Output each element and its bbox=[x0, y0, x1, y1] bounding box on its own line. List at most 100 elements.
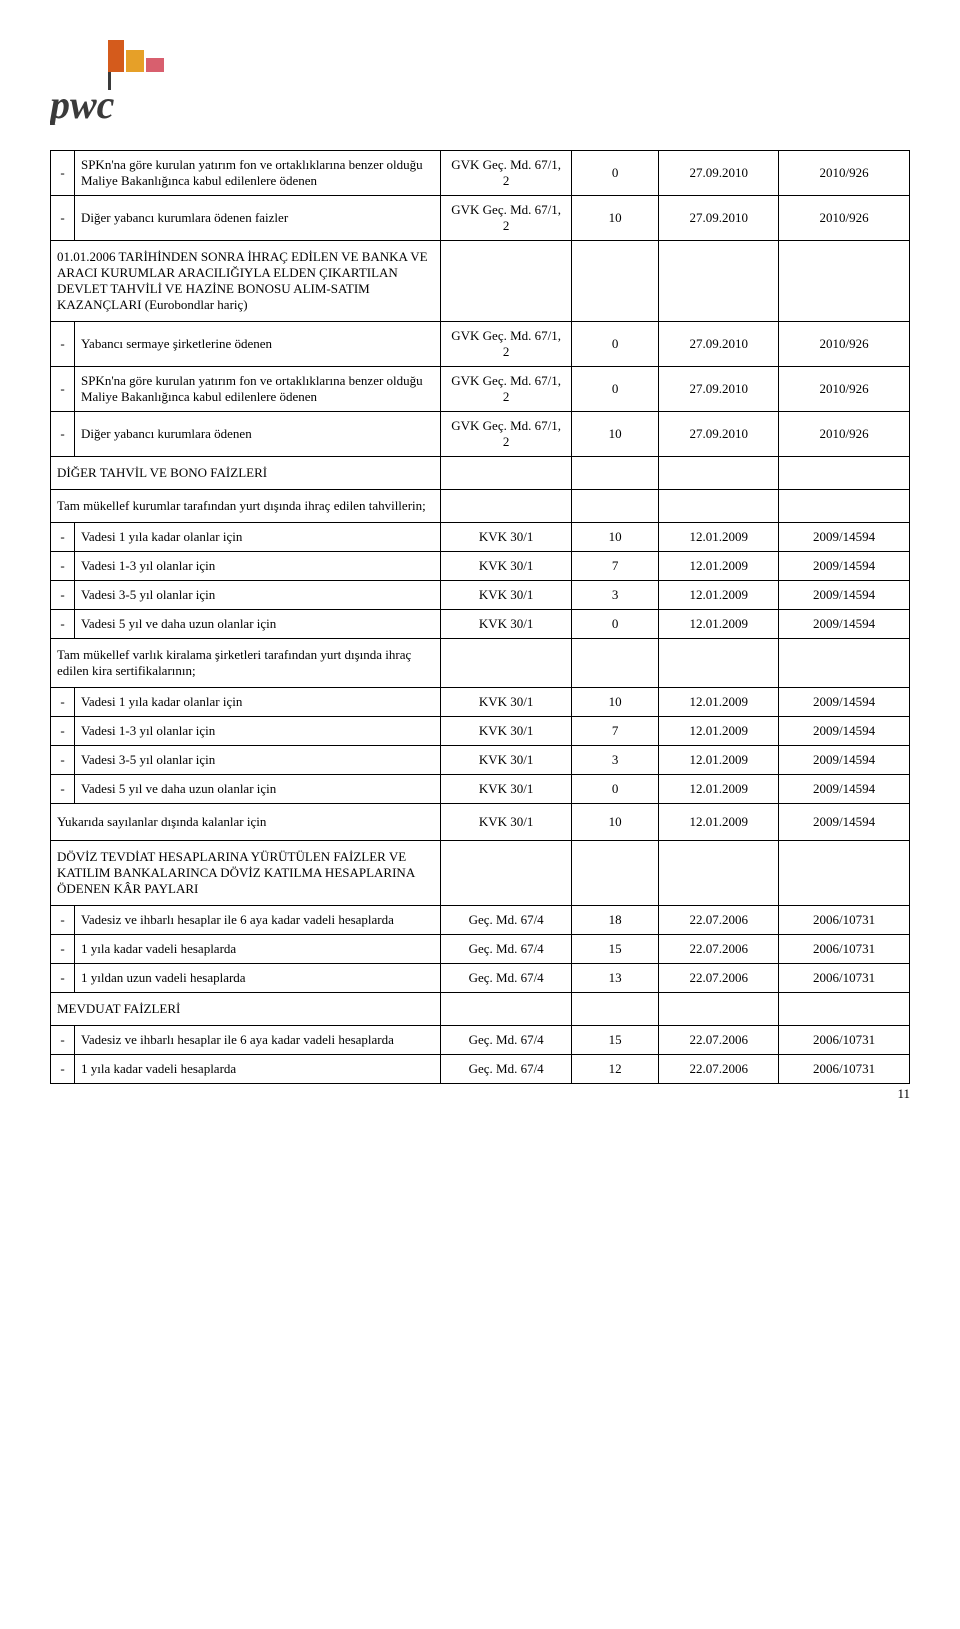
section-header-row: 01.01.2006 TARİHİNDEN SONRA İHRAÇ EDİLEN… bbox=[51, 241, 910, 322]
desc-cell: SPKn'na göre kurulan yatırım fon ve orta… bbox=[74, 367, 440, 412]
rate-cell: 3 bbox=[572, 746, 659, 775]
basis-cell: GVK Geç. Md. 67/1, 2 bbox=[441, 367, 572, 412]
ref-cell: 2006/10731 bbox=[779, 1026, 910, 1055]
ref-cell: 2006/10731 bbox=[779, 964, 910, 993]
ref-cell: 2006/10731 bbox=[779, 1055, 910, 1084]
section-header-row: DÖVİZ TEVDİAT HESAPLARINA YÜRÜTÜLEN FAİZ… bbox=[51, 841, 910, 906]
desc-cell: Vadesi 1 yıla kadar olanlar için bbox=[74, 688, 440, 717]
desc-cell: Vadesiz ve ihbarlı hesaplar ile 6 aya ka… bbox=[74, 1026, 440, 1055]
table-row: - Vadesi 1 yıla kadar olanlar için KVK 3… bbox=[51, 688, 910, 717]
desc-cell: Vadesi 1 yıla kadar olanlar için bbox=[74, 523, 440, 552]
basis-cell: KVK 30/1 bbox=[441, 717, 572, 746]
rate-cell: 0 bbox=[572, 775, 659, 804]
date-cell: 12.01.2009 bbox=[659, 523, 779, 552]
dash-cell: - bbox=[51, 322, 75, 367]
document-page: pwc - SPKn'na göre kurulan yatırım fon v… bbox=[0, 0, 960, 1114]
dash-cell: - bbox=[51, 552, 75, 581]
date-cell: 22.07.2006 bbox=[659, 1055, 779, 1084]
date-cell: 27.09.2010 bbox=[659, 412, 779, 457]
date-cell: 12.01.2009 bbox=[659, 746, 779, 775]
date-cell: 22.07.2006 bbox=[659, 906, 779, 935]
rate-cell: 10 bbox=[572, 688, 659, 717]
date-cell: 22.07.2006 bbox=[659, 1026, 779, 1055]
table-row: - Diğer yabancı kurumlara ödenen GVK Geç… bbox=[51, 412, 910, 457]
dash-cell: - bbox=[51, 151, 75, 196]
desc-cell: Vadesi 5 yıl ve daha uzun olanlar için bbox=[74, 775, 440, 804]
dash-cell: - bbox=[51, 775, 75, 804]
section-header: DİĞER TAHVİL VE BONO FAİZLERİ bbox=[51, 457, 441, 490]
date-cell: 27.09.2010 bbox=[659, 196, 779, 241]
tax-rates-table: - SPKn'na göre kurulan yatırım fon ve or… bbox=[50, 150, 910, 1084]
table-row: - Vadesi 5 yıl ve daha uzun olanlar için… bbox=[51, 775, 910, 804]
rate-cell: 7 bbox=[572, 717, 659, 746]
basis-cell: GVK Geç. Md. 67/1, 2 bbox=[441, 151, 572, 196]
ref-cell: 2009/14594 bbox=[779, 688, 910, 717]
basis-cell: Geç. Md. 67/4 bbox=[441, 1026, 572, 1055]
basis-cell: KVK 30/1 bbox=[441, 775, 572, 804]
rate-cell: 0 bbox=[572, 610, 659, 639]
ref-cell: 2009/14594 bbox=[779, 523, 910, 552]
ref-cell: 2009/14594 bbox=[779, 775, 910, 804]
rate-cell: 10 bbox=[572, 196, 659, 241]
basis-cell: GVK Geç. Md. 67/1, 2 bbox=[441, 412, 572, 457]
dash-cell: - bbox=[51, 1026, 75, 1055]
rate-cell: 3 bbox=[572, 581, 659, 610]
rate-cell: 15 bbox=[572, 935, 659, 964]
desc-cell: 1 yıla kadar vadeli hesaplarda bbox=[74, 935, 440, 964]
desc-cell: 1 yıla kadar vadeli hesaplarda bbox=[74, 1055, 440, 1084]
rate-cell: 18 bbox=[572, 906, 659, 935]
table-row: - Vadesiz ve ihbarlı hesaplar ile 6 aya … bbox=[51, 906, 910, 935]
desc-cell: 1 yıldan uzun vadeli hesaplarda bbox=[74, 964, 440, 993]
desc-cell: Vadesi 3-5 yıl olanlar için bbox=[74, 746, 440, 775]
basis-cell: Geç. Md. 67/4 bbox=[441, 906, 572, 935]
dash-cell: - bbox=[51, 964, 75, 993]
section-header: DÖVİZ TEVDİAT HESAPLARINA YÜRÜTÜLEN FAİZ… bbox=[51, 841, 441, 906]
table-row: - 1 yıla kadar vadeli hesaplarda Geç. Md… bbox=[51, 1055, 910, 1084]
date-cell: 12.01.2009 bbox=[659, 775, 779, 804]
section-header-row: MEVDUAT FAİZLERİ bbox=[51, 993, 910, 1026]
date-cell: 27.09.2010 bbox=[659, 367, 779, 412]
section-subheader-row: Tam mükellef kurumlar tarafından yurt dı… bbox=[51, 490, 910, 523]
dash-cell: - bbox=[51, 196, 75, 241]
desc-cell: Yukarıda sayılanlar dışında kalanlar içi… bbox=[51, 804, 441, 841]
date-cell: 22.07.2006 bbox=[659, 935, 779, 964]
basis-cell: KVK 30/1 bbox=[441, 552, 572, 581]
dash-cell: - bbox=[51, 935, 75, 964]
basis-cell: Geç. Md. 67/4 bbox=[441, 935, 572, 964]
dash-cell: - bbox=[51, 367, 75, 412]
section-header: MEVDUAT FAİZLERİ bbox=[51, 993, 441, 1026]
basis-cell: KVK 30/1 bbox=[441, 523, 572, 552]
table-row: - Vadesi 1-3 yıl olanlar için KVK 30/1 7… bbox=[51, 717, 910, 746]
table-row: - SPKn'na göre kurulan yatırım fon ve or… bbox=[51, 151, 910, 196]
svg-text:pwc: pwc bbox=[50, 82, 115, 125]
date-cell: 12.01.2009 bbox=[659, 804, 779, 841]
basis-cell: Geç. Md. 67/4 bbox=[441, 964, 572, 993]
ref-cell: 2010/926 bbox=[779, 322, 910, 367]
table-row: - Vadesi 5 yıl ve daha uzun olanlar için… bbox=[51, 610, 910, 639]
desc-cell: Yabancı sermaye şirketlerine ödenen bbox=[74, 322, 440, 367]
ref-cell: 2006/10731 bbox=[779, 935, 910, 964]
dash-cell: - bbox=[51, 581, 75, 610]
dash-cell: - bbox=[51, 412, 75, 457]
desc-cell: Diğer yabancı kurumlara ödenen faizler bbox=[74, 196, 440, 241]
ref-cell: 2010/926 bbox=[779, 151, 910, 196]
basis-cell: KVK 30/1 bbox=[441, 688, 572, 717]
section-subheader: Tam mükellef kurumlar tarafından yurt dı… bbox=[51, 490, 441, 523]
basis-cell: GVK Geç. Md. 67/1, 2 bbox=[441, 196, 572, 241]
ref-cell: 2010/926 bbox=[779, 367, 910, 412]
section-subheader: Tam mükellef varlık kiralama şirketleri … bbox=[51, 639, 441, 688]
page-number: 11 bbox=[897, 1086, 910, 1102]
section-header-row: DİĞER TAHVİL VE BONO FAİZLERİ bbox=[51, 457, 910, 490]
table-row: - 1 yıla kadar vadeli hesaplarda Geç. Md… bbox=[51, 935, 910, 964]
table-row: - Vadesiz ve ihbarlı hesaplar ile 6 aya … bbox=[51, 1026, 910, 1055]
rate-cell: 7 bbox=[572, 552, 659, 581]
desc-cell: Vadesi 1-3 yıl olanlar için bbox=[74, 552, 440, 581]
dash-cell: - bbox=[51, 523, 75, 552]
rate-cell: 0 bbox=[572, 322, 659, 367]
table-row: - Vadesi 3-5 yıl olanlar için KVK 30/1 3… bbox=[51, 581, 910, 610]
date-cell: 12.01.2009 bbox=[659, 688, 779, 717]
table-row: - Diğer yabancı kurumlara ödenen faizler… bbox=[51, 196, 910, 241]
table-row: Yukarıda sayılanlar dışında kalanlar içi… bbox=[51, 804, 910, 841]
date-cell: 12.01.2009 bbox=[659, 610, 779, 639]
ref-cell: 2010/926 bbox=[779, 412, 910, 457]
